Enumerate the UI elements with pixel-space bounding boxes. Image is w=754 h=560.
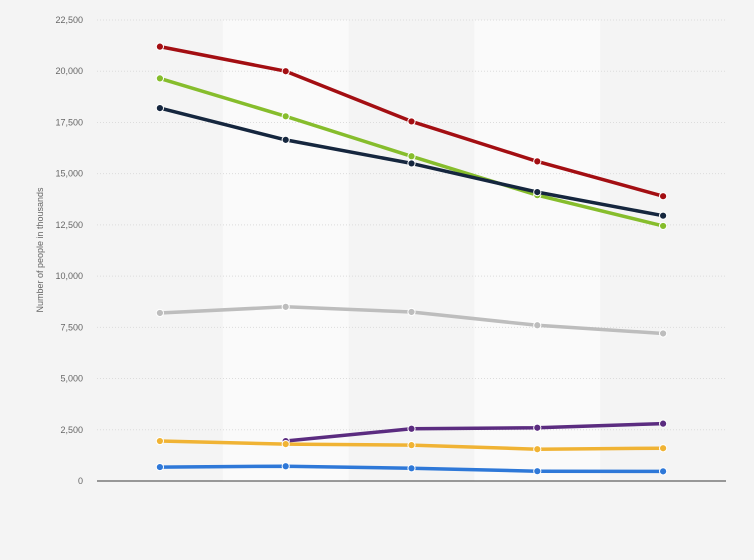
series-5 [155,436,668,454]
y-tick-label: 2,500 [60,425,83,435]
data-point [407,441,416,450]
data-point [281,135,290,144]
data-point [659,211,668,220]
y-tick-label: 17,500 [55,117,83,127]
data-point [407,424,416,433]
data-point [659,419,668,428]
data-point [659,192,668,201]
series-lines [155,42,668,476]
data-point [407,152,416,161]
data-point [659,329,668,338]
series-0 [155,42,668,201]
data-point [659,221,668,231]
data-point [533,157,542,166]
column-bands [222,20,601,481]
data-point [533,188,542,197]
y-tick-label: 5,000 [60,374,83,384]
y-tick-label: 7,500 [60,322,83,332]
data-point [659,467,668,476]
data-point [407,159,416,168]
data-point [533,423,542,432]
data-point [281,112,290,121]
data-point [281,302,290,311]
y-tick-label: 0 [78,476,83,486]
data-point [281,440,290,449]
data-point [407,117,416,126]
data-point [533,321,542,330]
data-point [281,462,290,471]
data-point [533,445,542,454]
data-point [155,74,164,83]
data-point [155,462,164,472]
column-band-3 [474,20,601,481]
data-point [281,67,290,76]
column-band-1 [222,20,349,481]
data-point [155,308,164,318]
data-point [407,307,416,317]
series-2 [155,104,668,220]
series-line [283,421,665,443]
y-axis-tick-labels: 0 2,500 5,000 7,500 10,000 12,500 15,000 17,500… [55,15,83,486]
series-6 [155,462,668,476]
y-tick-label: 15,000 [55,169,83,179]
data-point [155,104,164,113]
y-axis-title: Number of people in thousands [35,187,45,313]
series-3 [155,302,668,338]
y-tick-label: 20,000 [55,66,83,76]
data-point [155,436,164,446]
data-point [407,464,416,473]
data-point [533,467,542,476]
y-tick-label: 22,500 [55,15,83,25]
data-point [659,444,668,453]
data-point [155,42,164,51]
y-tick-label: 12,500 [55,220,83,230]
y-tick-label: 10,000 [55,271,83,281]
